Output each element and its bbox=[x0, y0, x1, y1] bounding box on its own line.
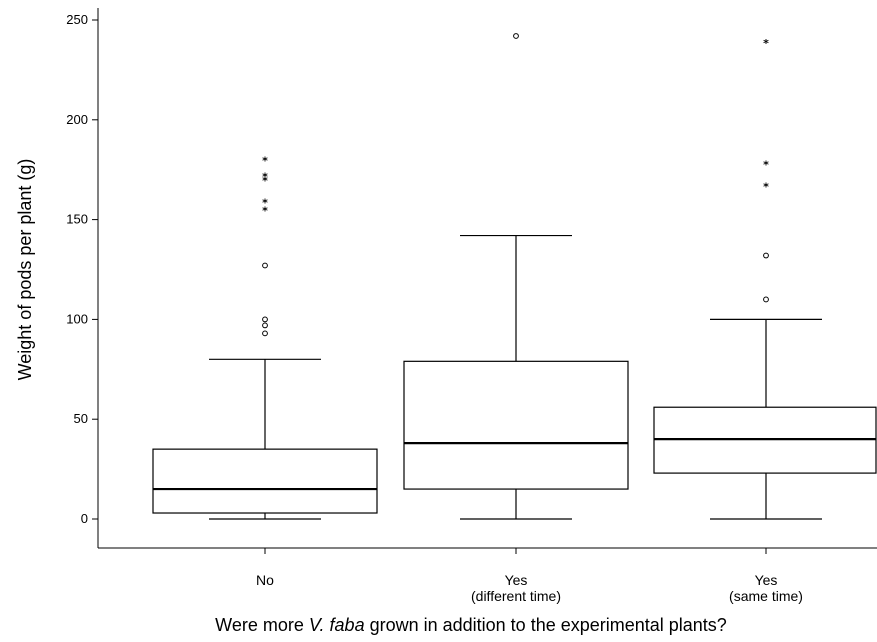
x-tick-sublabel: (same time) bbox=[729, 588, 803, 604]
x-tick-sublabel: (different time) bbox=[471, 588, 561, 604]
outlier-point bbox=[513, 33, 519, 39]
outlier-point bbox=[262, 322, 268, 329]
box-3: * * * bbox=[653, 37, 877, 520]
outlier-point bbox=[262, 316, 268, 323]
outlier-point bbox=[763, 296, 769, 303]
y-tick-label: 50 bbox=[74, 411, 88, 426]
y-axis-title: Weight of pods per plant (g) bbox=[15, 159, 35, 381]
extreme-point: * bbox=[262, 175, 268, 188]
boxes-layer: ******** bbox=[152, 33, 877, 520]
box-1: ***** bbox=[152, 155, 378, 520]
extreme-point: * bbox=[763, 159, 769, 172]
extreme-point: * bbox=[262, 171, 268, 184]
box-2 bbox=[403, 33, 629, 520]
extreme-point: * bbox=[262, 197, 268, 210]
outlier-point bbox=[763, 252, 769, 259]
extreme-point: * bbox=[763, 37, 769, 50]
x-tick-label: Yes bbox=[505, 572, 528, 588]
x-tick-label: No bbox=[256, 572, 274, 588]
y-tick-label: 100 bbox=[66, 311, 88, 326]
extreme-point: * bbox=[262, 205, 268, 218]
y-tick-label: 200 bbox=[66, 112, 88, 127]
outlier-point bbox=[262, 262, 268, 269]
box-iqr bbox=[403, 360, 629, 490]
y-tick-label: 150 bbox=[66, 212, 88, 227]
y-tick-label: 250 bbox=[66, 12, 88, 27]
labels-layer: Weight of pods per plant (g) Were more V.… bbox=[15, 159, 727, 635]
outlier-point bbox=[262, 330, 268, 337]
extreme-point: * bbox=[763, 181, 769, 194]
y-tick-label: 0 bbox=[81, 511, 88, 526]
x-tick-label: Yes bbox=[755, 572, 778, 588]
x-axis-title: Were more V. faba grown in addition to t… bbox=[215, 615, 727, 635]
box-iqr bbox=[152, 448, 378, 514]
extreme-point: * bbox=[262, 155, 268, 168]
